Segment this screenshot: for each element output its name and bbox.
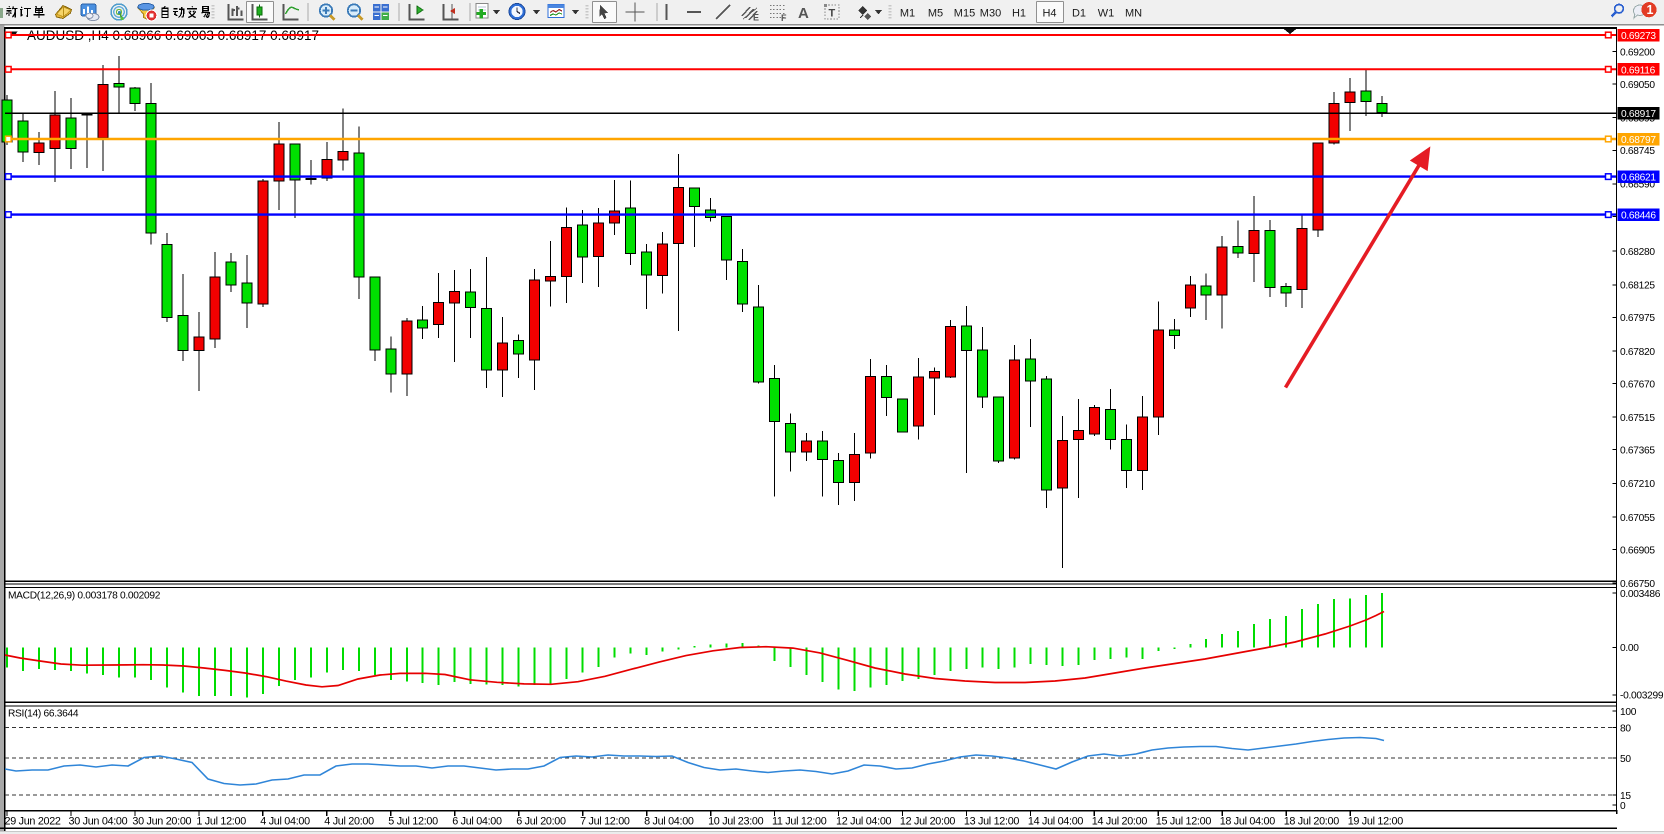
svg-text:0.69116: 0.69116 [1621, 65, 1656, 76]
svg-text:12 Jul 04:00: 12 Jul 04:00 [836, 816, 892, 828]
svg-text:MN: MN [1125, 8, 1142, 20]
svg-text:0.69273: 0.69273 [1621, 31, 1656, 42]
svg-text:M5: M5 [928, 8, 943, 20]
svg-text:14 Jul 20:00: 14 Jul 20:00 [1092, 816, 1148, 828]
svg-text:100: 100 [1620, 707, 1637, 718]
svg-text:0.69200: 0.69200 [1620, 47, 1655, 58]
svg-text:14 Jul 04:00: 14 Jul 04:00 [1028, 816, 1084, 828]
svg-text:M1: M1 [900, 8, 915, 20]
svg-text:H1: H1 [1012, 8, 1026, 20]
svg-text:H4: H4 [1042, 8, 1056, 20]
svg-text:0.67365: 0.67365 [1620, 446, 1655, 457]
svg-text:0.66905: 0.66905 [1620, 545, 1655, 556]
svg-text:M30: M30 [980, 8, 1001, 20]
svg-text:0.68797: 0.68797 [1621, 135, 1656, 146]
svg-text:0.67055: 0.67055 [1620, 513, 1655, 524]
svg-text:A: A [798, 5, 809, 22]
svg-text:19 Jul 12:00: 19 Jul 12:00 [1348, 816, 1404, 828]
svg-text:0.68446: 0.68446 [1621, 211, 1656, 222]
svg-text:6 Jul 20:00: 6 Jul 20:00 [516, 816, 566, 828]
svg-text:10 Jul 23:00: 10 Jul 23:00 [708, 816, 764, 828]
svg-text:18 Jul 04:00: 18 Jul 04:00 [1220, 816, 1276, 828]
svg-text:0.69050: 0.69050 [1620, 80, 1655, 91]
svg-text:50: 50 [1620, 754, 1631, 765]
svg-text:0.68280: 0.68280 [1620, 247, 1655, 258]
svg-text:18 Jul 20:00: 18 Jul 20:00 [1284, 816, 1340, 828]
svg-text:15 Jul 12:00: 15 Jul 12:00 [1156, 816, 1212, 828]
svg-text:T: T [829, 8, 836, 20]
svg-text:E: E [753, 13, 759, 23]
svg-text:13 Jul 12:00: 13 Jul 12:00 [964, 816, 1020, 828]
svg-text:0.67210: 0.67210 [1620, 479, 1655, 490]
svg-text:0.67820: 0.67820 [1620, 347, 1655, 358]
svg-text:30 Jun 20:00: 30 Jun 20:00 [132, 816, 191, 828]
svg-text:RSI(14) 66.3644: RSI(14) 66.3644 [8, 709, 79, 720]
svg-text:0.66750: 0.66750 [1620, 579, 1655, 590]
svg-text:6 Jul 04:00: 6 Jul 04:00 [452, 816, 502, 828]
svg-text:M15: M15 [954, 8, 975, 20]
svg-text:7 Jul 12:00: 7 Jul 12:00 [580, 816, 630, 828]
svg-text:12 Jul 20:00: 12 Jul 20:00 [900, 816, 956, 828]
svg-text:0.67515: 0.67515 [1620, 413, 1655, 424]
svg-text:0.68745: 0.68745 [1620, 146, 1655, 157]
svg-text:0.68621: 0.68621 [1621, 173, 1656, 184]
svg-text:80: 80 [1620, 723, 1631, 734]
svg-text:8 Jul 04:00: 8 Jul 04:00 [644, 816, 694, 828]
svg-text:11 Jul 12:00: 11 Jul 12:00 [772, 816, 827, 828]
svg-text:1: 1 [1647, 3, 1654, 17]
svg-text:5 Jul 12:00: 5 Jul 12:00 [388, 816, 438, 828]
svg-text:0.67975: 0.67975 [1620, 313, 1655, 324]
svg-text:4 Jul 20:00: 4 Jul 20:00 [324, 816, 374, 828]
svg-text:0.68917: 0.68917 [1621, 109, 1656, 120]
svg-text:0: 0 [1620, 801, 1626, 812]
svg-text:0.68125: 0.68125 [1620, 281, 1655, 292]
svg-text:0.67670: 0.67670 [1620, 379, 1655, 390]
svg-text:0.00: 0.00 [1620, 643, 1639, 654]
svg-text:D1: D1 [1072, 8, 1086, 20]
svg-text:0.003486: 0.003486 [1620, 589, 1661, 600]
svg-text:W1: W1 [1098, 8, 1115, 20]
svg-text:MACD(12,26,9) 0.003178 0.00209: MACD(12,26,9) 0.003178 0.002092 [8, 591, 161, 602]
svg-text:30 Jun 04:00: 30 Jun 04:00 [69, 816, 128, 828]
svg-text:0.68590: 0.68590 [1620, 180, 1655, 191]
svg-text:1 Jul 12:00: 1 Jul 12:00 [196, 816, 246, 828]
svg-text:-0.003299: -0.003299 [1620, 691, 1664, 702]
svg-text:4 Jul 04:00: 4 Jul 04:00 [260, 816, 310, 828]
svg-text:F: F [781, 13, 787, 23]
svg-text:29 Jun 2022: 29 Jun 2022 [5, 816, 61, 828]
svg-text:15: 15 [1620, 791, 1631, 802]
